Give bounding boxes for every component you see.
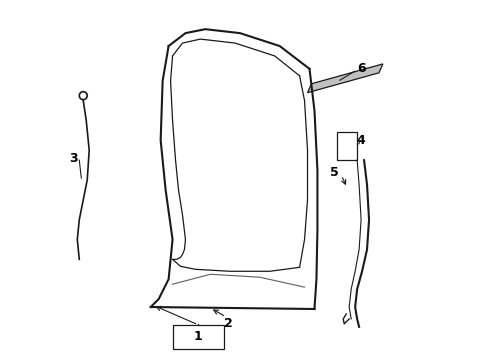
Text: 1: 1 bbox=[194, 330, 203, 343]
Text: 5: 5 bbox=[330, 166, 339, 179]
Text: 6: 6 bbox=[357, 62, 366, 75]
Text: 4: 4 bbox=[357, 134, 366, 147]
Bar bbox=[337, 132, 357, 160]
Text: 2: 2 bbox=[224, 318, 233, 330]
Text: 3: 3 bbox=[69, 152, 77, 165]
Bar bbox=[172, 325, 224, 349]
Polygon shape bbox=[308, 64, 383, 93]
